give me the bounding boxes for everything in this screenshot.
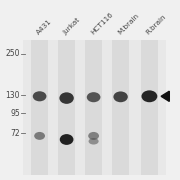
Ellipse shape <box>88 132 99 140</box>
Text: 250: 250 <box>5 50 20 59</box>
Bar <box>112 40 129 175</box>
Ellipse shape <box>60 134 73 145</box>
Bar <box>141 40 158 175</box>
Bar <box>85 40 102 175</box>
Ellipse shape <box>113 91 128 102</box>
Text: M.brain: M.brain <box>116 13 140 36</box>
Bar <box>23 40 166 175</box>
Text: HCT116: HCT116 <box>89 11 114 36</box>
Text: R.brain: R.brain <box>145 14 167 36</box>
Ellipse shape <box>141 90 157 102</box>
Ellipse shape <box>59 92 74 104</box>
Text: 95: 95 <box>10 109 20 118</box>
Ellipse shape <box>34 132 45 140</box>
Text: 72: 72 <box>10 129 20 138</box>
Ellipse shape <box>89 138 99 145</box>
Bar <box>58 40 75 175</box>
Polygon shape <box>161 91 169 102</box>
Bar <box>31 40 48 175</box>
Text: A431: A431 <box>35 18 53 36</box>
Text: 130: 130 <box>5 91 20 100</box>
Text: Jurkat: Jurkat <box>62 17 82 36</box>
Ellipse shape <box>87 92 100 102</box>
Ellipse shape <box>33 91 46 101</box>
